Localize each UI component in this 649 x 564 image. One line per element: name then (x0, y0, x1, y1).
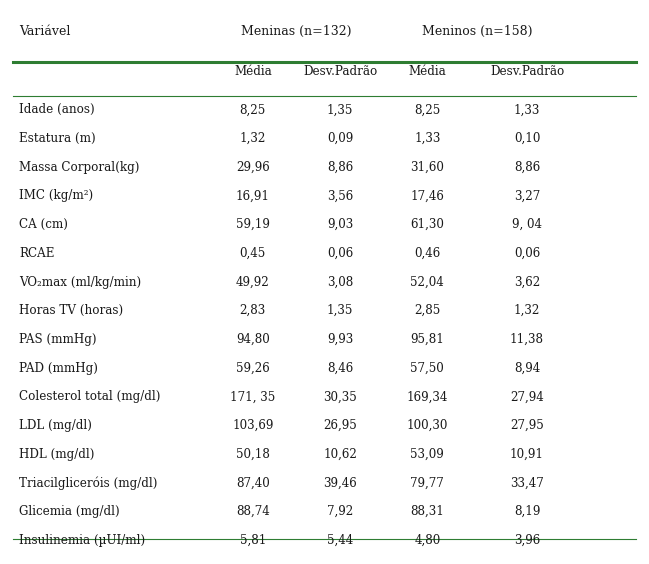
Text: Triacilgliceróis (mg/dl): Triacilgliceróis (mg/dl) (19, 477, 158, 490)
Text: Idade (anos): Idade (anos) (19, 103, 95, 116)
Text: 30,35: 30,35 (323, 390, 357, 403)
Text: 0,06: 0,06 (327, 247, 353, 260)
Text: 10,62: 10,62 (323, 448, 357, 461)
Text: 7,92: 7,92 (327, 505, 353, 518)
Text: 3,27: 3,27 (514, 190, 540, 202)
Text: 3,08: 3,08 (327, 275, 353, 289)
Text: 87,40: 87,40 (236, 477, 270, 490)
Text: 16,91: 16,91 (236, 190, 270, 202)
Text: RCAE: RCAE (19, 247, 55, 260)
Text: 59,26: 59,26 (236, 362, 270, 374)
Text: 33,47: 33,47 (510, 477, 544, 490)
Text: 0,45: 0,45 (239, 247, 266, 260)
Text: 100,30: 100,30 (407, 419, 448, 432)
Text: Colesterol total (mg/dl): Colesterol total (mg/dl) (19, 390, 160, 403)
Text: 5,81: 5,81 (239, 534, 266, 547)
Text: PAS (mmHg): PAS (mmHg) (19, 333, 97, 346)
Text: 0,06: 0,06 (514, 247, 540, 260)
Text: 3,96: 3,96 (514, 534, 540, 547)
Text: 94,80: 94,80 (236, 333, 270, 346)
Text: 1,33: 1,33 (514, 103, 540, 116)
Text: Variável: Variável (19, 25, 71, 38)
Text: 8,86: 8,86 (327, 161, 353, 174)
Text: 9,93: 9,93 (327, 333, 353, 346)
Text: 17,46: 17,46 (410, 190, 444, 202)
Text: 2,85: 2,85 (414, 304, 441, 317)
Text: 1,32: 1,32 (239, 132, 266, 145)
Text: 8,86: 8,86 (514, 161, 540, 174)
Text: Horas TV (horas): Horas TV (horas) (19, 304, 123, 317)
Text: Massa Corporal(kg): Massa Corporal(kg) (19, 161, 140, 174)
Text: 61,30: 61,30 (410, 218, 444, 231)
Text: Desv.Padrão: Desv.Padrão (490, 65, 564, 78)
Text: 27,95: 27,95 (510, 419, 544, 432)
Text: PAD (mmHg): PAD (mmHg) (19, 362, 98, 374)
Text: 2,83: 2,83 (239, 304, 266, 317)
Text: 8,25: 8,25 (239, 103, 266, 116)
Text: 4,80: 4,80 (414, 534, 441, 547)
Text: 1,33: 1,33 (414, 132, 441, 145)
Text: Estatura (m): Estatura (m) (19, 132, 96, 145)
Text: 39,46: 39,46 (323, 477, 357, 490)
Text: 1,35: 1,35 (327, 103, 353, 116)
Text: 0,46: 0,46 (414, 247, 441, 260)
Text: 169,34: 169,34 (407, 390, 448, 403)
Text: 88,31: 88,31 (410, 505, 444, 518)
Text: 8,19: 8,19 (514, 505, 540, 518)
Text: 95,81: 95,81 (410, 333, 444, 346)
Text: IMC (kg/m²): IMC (kg/m²) (19, 190, 93, 202)
Text: 8,94: 8,94 (514, 362, 540, 374)
Text: 29,96: 29,96 (236, 161, 270, 174)
Text: 50,18: 50,18 (236, 448, 270, 461)
Text: Média: Média (234, 65, 272, 78)
Text: 52,04: 52,04 (410, 275, 444, 289)
Text: Desv.Padrão: Desv.Padrão (303, 65, 377, 78)
Text: 5,44: 5,44 (327, 534, 353, 547)
Text: VO₂max (ml/kg/min): VO₂max (ml/kg/min) (19, 275, 141, 289)
Text: 49,92: 49,92 (236, 275, 270, 289)
Text: 53,09: 53,09 (410, 448, 444, 461)
Text: 8,25: 8,25 (414, 103, 441, 116)
Text: 26,95: 26,95 (323, 419, 357, 432)
Text: 3,56: 3,56 (327, 190, 353, 202)
Text: 103,69: 103,69 (232, 419, 273, 432)
Text: 171, 35: 171, 35 (230, 390, 275, 403)
Text: LDL (mg/dl): LDL (mg/dl) (19, 419, 92, 432)
Text: 88,74: 88,74 (236, 505, 270, 518)
Text: HDL (mg/dl): HDL (mg/dl) (19, 448, 95, 461)
Text: Meninas (n=132): Meninas (n=132) (241, 25, 352, 38)
Text: 0,09: 0,09 (327, 132, 353, 145)
Text: 0,10: 0,10 (514, 132, 540, 145)
Text: 1,32: 1,32 (514, 304, 540, 317)
Text: Glicemia (mg/dl): Glicemia (mg/dl) (19, 505, 120, 518)
Text: 57,50: 57,50 (410, 362, 444, 374)
Text: 8,46: 8,46 (327, 362, 353, 374)
Text: 9, 04: 9, 04 (512, 218, 542, 231)
Text: 79,77: 79,77 (410, 477, 444, 490)
Text: Média: Média (408, 65, 446, 78)
Text: 1,35: 1,35 (327, 304, 353, 317)
Text: 31,60: 31,60 (410, 161, 444, 174)
Text: Meninos (n=158): Meninos (n=158) (422, 25, 532, 38)
Text: CA (cm): CA (cm) (19, 218, 68, 231)
Text: 11,38: 11,38 (510, 333, 544, 346)
Text: 9,03: 9,03 (327, 218, 353, 231)
Text: 27,94: 27,94 (510, 390, 544, 403)
Text: 3,62: 3,62 (514, 275, 540, 289)
Text: 10,91: 10,91 (510, 448, 544, 461)
Text: Insulinemia (µUI/ml): Insulinemia (µUI/ml) (19, 534, 145, 547)
Text: 59,19: 59,19 (236, 218, 270, 231)
